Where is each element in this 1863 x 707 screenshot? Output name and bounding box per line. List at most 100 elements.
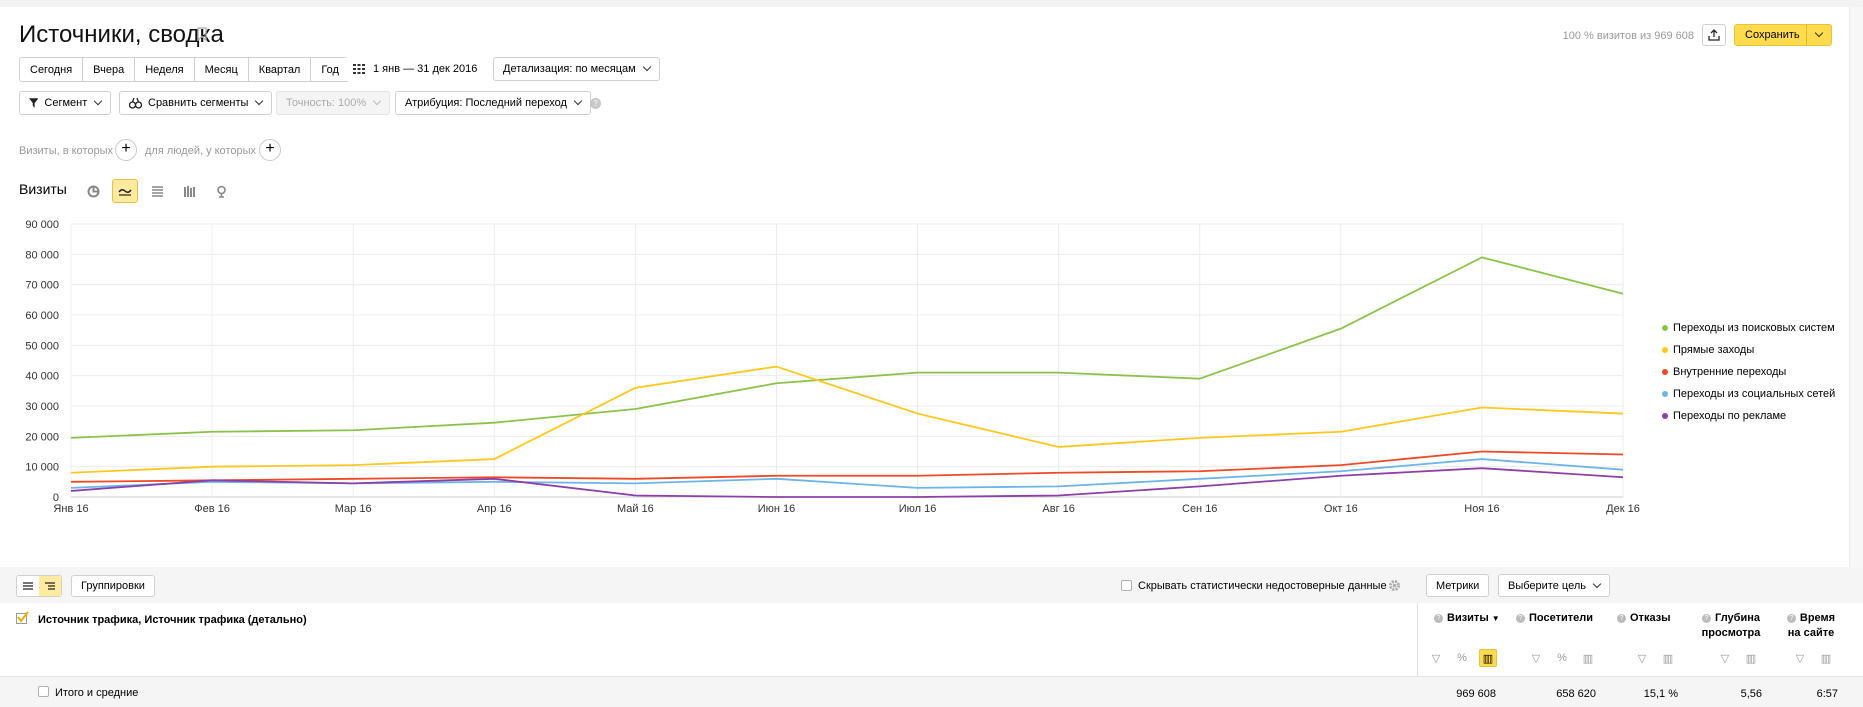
filter-icon[interactable]: ▽ <box>1637 652 1647 665</box>
bar-chart-icon[interactable]: ▥ <box>1662 652 1674 665</box>
chevron-down-icon <box>1814 28 1824 38</box>
bar-chart-icon[interactable]: ▥ <box>1745 652 1757 665</box>
add-people-condition-button[interactable]: + <box>259 139 281 161</box>
period-week[interactable]: Неделя <box>135 58 195 81</box>
detail-select[interactable]: Детализация: по месяцам <box>493 57 660 81</box>
groupings-label: Группировки <box>81 580 145 592</box>
help-icon[interactable]: ? <box>1702 614 1712 623</box>
column-header-depth[interactable]: ? Глубина просмотра <box>1696 611 1766 641</box>
help-icon[interactable]: ? <box>1786 614 1796 623</box>
period-year[interactable]: Год <box>321 63 339 76</box>
save-button-label: Сохранить <box>1745 29 1800 41</box>
list-view-button[interactable] <box>17 576 39 596</box>
chevron-down-icon <box>1592 579 1602 588</box>
legend-item[interactable]: Переходы из поисковых систем <box>1662 317 1835 339</box>
period-today[interactable]: Сегодня <box>20 58 84 81</box>
filter-icon[interactable]: ▽ <box>1431 652 1441 665</box>
bar-chart-icon[interactable]: ▥ <box>1582 652 1594 665</box>
x-tick-label: Апр 16 <box>477 503 512 515</box>
column-header-visitors[interactable]: ? Посетители <box>1516 611 1596 626</box>
percent-icon[interactable]: % <box>1457 652 1467 664</box>
date-range-button[interactable]: 1 янв — 31 дек 2016 <box>344 57 487 81</box>
column-header-visits[interactable]: ? Визиты ▼ <box>1434 611 1506 626</box>
add-visits-condition-button[interactable]: + <box>115 139 137 161</box>
bookmark-icon[interactable] <box>197 27 207 41</box>
groupings-button[interactable]: Группировки <box>71 575 155 597</box>
pie-chart-type[interactable] <box>80 179 106 203</box>
help-icon[interactable]: ? <box>1617 614 1626 623</box>
list-icon <box>23 582 33 590</box>
legend-item[interactable]: Переходы по рекламе <box>1662 405 1835 427</box>
export-button[interactable] <box>1702 24 1726 46</box>
x-tick-label: Сен 16 <box>1182 503 1217 515</box>
column-divider <box>1417 603 1418 707</box>
chevron-down-icon <box>573 96 583 106</box>
plot-area <box>70 223 1624 498</box>
visitors-column-tools: ▽% ▥ <box>1527 649 1597 667</box>
y-tick-label: 40 000 <box>25 371 59 383</box>
chevron-down-icon <box>255 96 264 106</box>
bar-chart-icon[interactable]: ▥ <box>1479 649 1497 667</box>
bar-chart-type[interactable] <box>176 179 202 203</box>
totals-row <box>0 677 1863 707</box>
page-title: Источники, сводка <box>19 21 224 48</box>
help-icon[interactable]: ? <box>1516 614 1525 623</box>
column-header-bounces[interactable]: ? Отказы <box>1617 611 1677 626</box>
map-pin-icon <box>216 185 226 198</box>
metrics-button[interactable]: Метрики <box>1426 574 1490 597</box>
period-yesterday[interactable]: Вчера <box>83 58 136 81</box>
scrollbar[interactable] <box>1849 7 1863 707</box>
bar-chart-icon[interactable]: ▥ <box>1820 652 1832 665</box>
line-chart-type[interactable] <box>112 179 138 203</box>
legend-item[interactable]: Переходы из социальных сетей <box>1662 383 1835 405</box>
area-chart-type[interactable] <box>144 179 170 203</box>
period-month[interactable]: Месяц <box>195 58 249 81</box>
metrics-label: Метрики <box>1436 579 1480 592</box>
total-visitors: 658 620 <box>1556 688 1596 700</box>
help-icon[interactable]: ? <box>1434 614 1443 623</box>
x-tick-label: Окт 16 <box>1324 503 1358 515</box>
total-bounces: 15,1 % <box>1643 688 1678 700</box>
tree-view-button[interactable] <box>39 576 61 596</box>
series-line-3 <box>70 450 1624 483</box>
hide-unreliable-checkbox[interactable] <box>1121 580 1132 591</box>
legend-dot <box>1662 391 1668 397</box>
help-icon[interactable]: ? <box>590 98 601 109</box>
legend-item[interactable]: Внутренние переходы <box>1662 361 1835 383</box>
y-tick-label: 80 000 <box>25 249 59 261</box>
percent-icon[interactable]: % <box>1557 652 1567 664</box>
area-chart-icon <box>151 186 163 197</box>
checkmark-icon[interactable] <box>16 611 30 625</box>
attribution-select[interactable]: Атрибуция: Последний переход <box>395 91 591 115</box>
column-label-line2: на сайте <box>1787 627 1835 639</box>
period-quarter[interactable]: Квартал <box>249 58 312 81</box>
compare-icon <box>129 97 142 109</box>
column-header-time[interactable]: ? Время на сайте <box>1778 611 1844 641</box>
goal-select[interactable]: Выберите цель <box>1498 574 1610 597</box>
filter-icon[interactable]: ▽ <box>1795 652 1805 665</box>
segment-button[interactable]: Сегмент <box>19 91 111 115</box>
filter-icon[interactable]: ▽ <box>1531 652 1541 665</box>
save-button[interactable]: Сохранить <box>1734 24 1832 46</box>
totals-checkbox[interactable] <box>38 686 49 697</box>
totals-label: Итого и средние <box>55 687 139 699</box>
total-visits: 969 608 <box>1456 688 1496 700</box>
compare-segments-button[interactable]: Сравнить сегменты <box>119 91 273 115</box>
save-dropdown[interactable] <box>1806 25 1831 45</box>
map-chart-type[interactable] <box>208 179 234 203</box>
legend-label: Переходы из социальных сетей <box>1673 388 1836 400</box>
y-tick-label: 90 000 <box>25 219 59 231</box>
legend-dot <box>1662 325 1668 331</box>
legend-item[interactable]: Прямые заходы <box>1662 339 1835 361</box>
series-line-5 <box>70 467 1624 498</box>
legend-dot <box>1662 413 1668 419</box>
chevron-down-icon <box>642 62 651 72</box>
gear-icon[interactable] <box>1388 579 1401 592</box>
filter-icon <box>29 98 39 108</box>
visits-info: 100 % визитов из 969 608 <box>1562 30 1694 42</box>
segment-label: Сегмент <box>44 97 88 109</box>
y-tick-label: 60 000 <box>25 310 59 322</box>
y-tick-label: 20 000 <box>25 431 59 443</box>
depth-column-tools: ▽ ▥ <box>1716 649 1760 667</box>
filter-icon[interactable]: ▽ <box>1720 652 1730 665</box>
